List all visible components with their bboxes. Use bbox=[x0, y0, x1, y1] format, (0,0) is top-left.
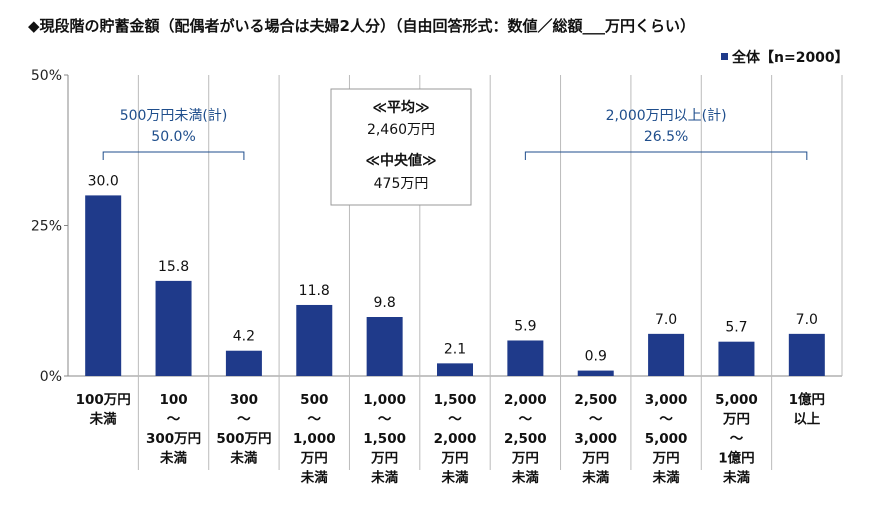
category-label: 5,000 bbox=[715, 392, 758, 408]
category-label: ～ bbox=[589, 412, 603, 428]
category-label: 未満 bbox=[230, 450, 257, 467]
category-label: 2,500 bbox=[574, 392, 617, 408]
category-label: 100 bbox=[159, 392, 187, 408]
data-label: 15.8 bbox=[158, 259, 189, 275]
category-label: 以上 bbox=[793, 412, 820, 428]
category-label: 万円 bbox=[441, 451, 469, 467]
summary-box bbox=[330, 88, 472, 206]
summary-text: 475万円 bbox=[374, 176, 429, 192]
category-label: 未満 bbox=[512, 469, 540, 486]
data-label: 11.8 bbox=[299, 283, 330, 299]
bar bbox=[366, 317, 403, 376]
category-label: 1,000 bbox=[293, 431, 336, 447]
data-label: 7.0 bbox=[655, 312, 677, 328]
summary-text: ≪中央値≫ bbox=[365, 152, 436, 169]
data-label: 30.0 bbox=[88, 173, 119, 189]
category-label: 1,500 bbox=[434, 392, 477, 408]
data-label: 7.0 bbox=[796, 312, 818, 328]
group-value: 50.0% bbox=[151, 129, 195, 145]
category-label: 1億円 bbox=[718, 450, 754, 467]
category-label: 未満 bbox=[653, 469, 680, 486]
category-label: 万円 bbox=[370, 451, 398, 467]
bar bbox=[648, 333, 685, 376]
category-label: ～ bbox=[308, 412, 322, 428]
group-label: 500万円未満(計) bbox=[120, 108, 228, 124]
summary-text: ≪平均≫ bbox=[372, 99, 429, 116]
bar bbox=[155, 280, 192, 376]
data-label: 4.2 bbox=[233, 329, 255, 345]
category-label: ～ bbox=[659, 412, 673, 428]
category-label: 未満 bbox=[371, 469, 398, 486]
category-label: 100万円 bbox=[76, 392, 131, 408]
data-label: 9.8 bbox=[374, 295, 396, 311]
group-label: 2,000万円以上(計) bbox=[606, 108, 727, 124]
category-label: ～ bbox=[519, 412, 533, 428]
chart-title: ◆現段階の貯蓄金額（配偶者がいる場合は夫婦2人分）（自由回答形式：数値／総額__… bbox=[28, 17, 695, 35]
category-label: 5,000 bbox=[645, 431, 688, 447]
y-tick-label: 25% bbox=[31, 219, 62, 235]
category-label: 未満 bbox=[723, 469, 750, 486]
summary-text: 2,460万円 bbox=[367, 122, 435, 138]
y-tick-label: 0% bbox=[40, 369, 62, 385]
category-label: ～ bbox=[237, 412, 251, 428]
y-tick-label: 50% bbox=[31, 68, 62, 84]
group-value: 26.5% bbox=[644, 129, 688, 145]
data-label: 2.1 bbox=[444, 341, 466, 357]
bar bbox=[577, 370, 614, 376]
group-bracket bbox=[102, 151, 245, 160]
bar bbox=[437, 363, 473, 376]
category-label: ～ bbox=[378, 412, 392, 428]
category-label: 3,000 bbox=[574, 431, 617, 447]
category-label: 300万円 bbox=[146, 431, 201, 447]
category-label: 300 bbox=[230, 392, 258, 408]
category-label: 万円 bbox=[511, 451, 539, 467]
category-label: ～ bbox=[730, 431, 744, 447]
category-label: 1,500 bbox=[363, 431, 406, 447]
bar bbox=[718, 341, 755, 376]
category-label: 2,500 bbox=[504, 431, 547, 447]
bar bbox=[85, 195, 122, 376]
data-label: 5.9 bbox=[514, 318, 536, 334]
category-label: 万円 bbox=[300, 451, 328, 467]
category-label: 万円 bbox=[722, 412, 750, 428]
category-label: 2,000 bbox=[504, 392, 547, 408]
data-label: 5.7 bbox=[725, 320, 747, 336]
bar bbox=[788, 333, 825, 376]
category-label: 未満 bbox=[160, 450, 187, 467]
category-label: 1億円 bbox=[789, 391, 825, 408]
bar bbox=[296, 304, 333, 376]
category-label: 未満 bbox=[301, 469, 328, 486]
category-label: ～ bbox=[448, 412, 462, 428]
category-label: ～ bbox=[167, 412, 181, 428]
bar bbox=[225, 350, 262, 376]
bar bbox=[507, 340, 544, 376]
category-label: 500万円 bbox=[216, 431, 271, 447]
category-label: 2,000 bbox=[434, 431, 477, 447]
category-label: 500 bbox=[300, 392, 328, 408]
category-label: 未満 bbox=[442, 469, 469, 486]
data-label: 0.9 bbox=[585, 349, 607, 365]
category-label: 万円 bbox=[652, 451, 680, 467]
category-label: 万円 bbox=[581, 451, 609, 467]
legend-swatch bbox=[721, 53, 728, 60]
group-bracket bbox=[524, 151, 808, 160]
category-label: 3,000 bbox=[645, 392, 688, 408]
legend-label: 全体【n=2000】 bbox=[731, 49, 849, 66]
category-label: 1,000 bbox=[363, 392, 406, 408]
category-label: 未満 bbox=[90, 411, 117, 428]
category-label: 未満 bbox=[582, 469, 610, 486]
